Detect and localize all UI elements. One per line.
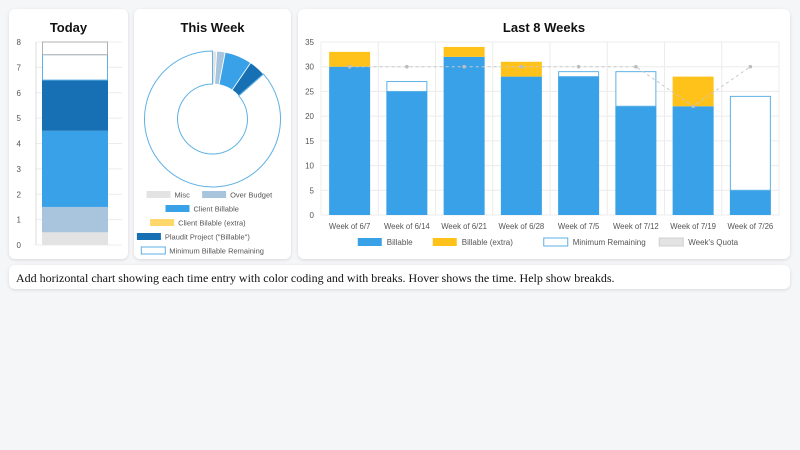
weeks-quota-point (691, 104, 695, 109)
weeks-bar-billable (443, 56, 485, 216)
today-bar-over-budget (42, 206, 108, 233)
weeks-legend-label-billable: Billable (387, 238, 413, 247)
weeks-legend-swatch-minimum-remaining (543, 237, 569, 247)
weeks-y-tick: 10 (305, 162, 314, 171)
last-8-weeks-title: Last 8 Weeks (502, 20, 586, 35)
weeks-x-tick: Week of 7/19 (670, 222, 716, 231)
note-card: Add horizontal chart showing each time e… (9, 265, 790, 289)
weeks-bar-billable (386, 91, 428, 215)
weeks-bar-minimum-remaining (615, 71, 657, 107)
weeks-quota-line (349, 66, 751, 107)
weeks-x-tick: Week of 7/26 (727, 222, 773, 231)
note-text: Add horizontal chart showing each time e… (16, 271, 615, 285)
weeks-y-tick: 5 (310, 186, 315, 195)
weeks-legend-label-week-s-quota: Week's Quota (688, 238, 738, 247)
today-bar-plaudit-project-billable (42, 80, 108, 131)
weeks-bar-minimum-remaining (558, 71, 600, 78)
weeks-quota-point (576, 64, 581, 69)
legend-swatch-plaudit-project-billable (136, 233, 161, 240)
weeks-bar-billable (615, 106, 657, 215)
today-bar-misc (42, 232, 108, 245)
weeks-legend-label-minimum-remaining: Minimum Remaining (573, 238, 646, 247)
legend-label-over-budget: Over Budget (230, 191, 273, 200)
weeks-y-tick: 0 (310, 211, 315, 220)
weeks-bar-billable-extra (500, 61, 542, 77)
weeks-bar-billable (500, 76, 542, 215)
weeks-y-tick: 25 (305, 87, 314, 96)
today-card: Today 0 1 2 3 4 5 6 7 8 (9, 9, 128, 259)
weeks-quota-point (405, 64, 409, 69)
weeks-legend-swatch-billable-extra (432, 238, 457, 246)
today-y-tick: 3 (17, 165, 22, 174)
today-y-tick: 1 (17, 216, 22, 225)
legend-swatch-minimum-billable-remaining (140, 246, 166, 255)
weeks-quota-point (634, 64, 638, 69)
last-8-weeks-chart: 0 5 10 15 20 25 30 35 Week of 6/7 Week of 6/14 Wee… (305, 38, 780, 247)
today-bar-minimum-billable-remaining (42, 41, 108, 56)
legend-label-misc: Misc (175, 191, 191, 200)
weeks-bar-billable-extra (329, 51, 371, 67)
legend-label-client-billable: Client Billable (194, 205, 239, 214)
today-bar-client-billable (42, 130, 108, 207)
this-week-chart: Misc Over Budget Client Billable Client Bil… (136, 50, 281, 256)
weeks-x-tick: Week of 7/5 (558, 222, 600, 231)
weeks-bar-billable (558, 76, 600, 215)
weeks-bar-billable-extra (672, 76, 714, 107)
this-week-card: This Week Misc Over Budget Client Billable… (134, 9, 291, 259)
today-y-tick: 4 (17, 140, 22, 149)
today-y-tick: 8 (17, 38, 22, 47)
today-title: Today (49, 20, 88, 35)
weeks-x-tick: Week of 7/12 (613, 222, 659, 231)
this-week-title: This Week (180, 20, 245, 35)
weeks-bar-minimum-remaining (729, 95, 771, 191)
weeks-y-tick: 30 (305, 63, 314, 72)
legend-swatch-client-billable (165, 205, 190, 212)
weeks-x-tick: Week of 6/21 (441, 222, 487, 231)
today-y-tick: 7 (17, 63, 22, 72)
weeks-y-tick: 15 (305, 137, 314, 146)
weeks-x-tick: Week of 6/14 (384, 222, 430, 231)
legend-label-minimum-billable-remaining: Minimum Billable Remaining (169, 247, 264, 256)
weeks-legend-swatch-billable (357, 238, 382, 246)
weeks-quota-point (748, 64, 753, 69)
weeks-y-tick: 20 (305, 112, 314, 121)
weeks-x-tick: Week of 6/7 (329, 222, 370, 231)
weeks-bar-billable-extra (443, 46, 485, 57)
today-bar-minimum-billable-remaining (42, 54, 108, 81)
legend-label-plaudit-project-billable: Plaudit Project ("Billable") (165, 233, 250, 242)
legend-swatch-over-budget (202, 191, 227, 198)
last-8-weeks-card: Last 8 Weeks 0 5 10 15 20 25 30 35 Week of 6/7 We… (298, 9, 790, 259)
donut-slice-minimum-billable-remaining (144, 50, 281, 188)
weeks-bar-billable (329, 66, 371, 215)
weeks-legend-swatch-week-s-quota (658, 237, 684, 247)
weeks-legend-label-billable-extra: Billable (extra) (462, 238, 513, 247)
today-y-tick: 5 (17, 114, 22, 123)
weeks-x-tick: Week of 6/28 (498, 222, 544, 231)
weeks-quota-point (462, 64, 466, 69)
weeks-bar-billable (672, 106, 714, 215)
today-y-tick: 6 (17, 89, 22, 98)
legend-swatch-client-bilable-extra (150, 219, 175, 226)
legend-label-client-bilable-extra: Client Bilable (extra) (178, 219, 246, 228)
weeks-bar-billable (729, 190, 771, 215)
weeks-quota-point (519, 64, 524, 69)
weeks-bar-minimum-remaining (386, 81, 428, 92)
weeks-quota-point (347, 64, 352, 69)
today-y-tick: 0 (17, 241, 22, 250)
today-chart: 0 1 2 3 4 5 6 7 8 (17, 38, 122, 250)
legend-swatch-misc (146, 191, 171, 198)
weeks-y-tick: 35 (305, 38, 314, 47)
today-y-tick: 2 (17, 190, 22, 199)
